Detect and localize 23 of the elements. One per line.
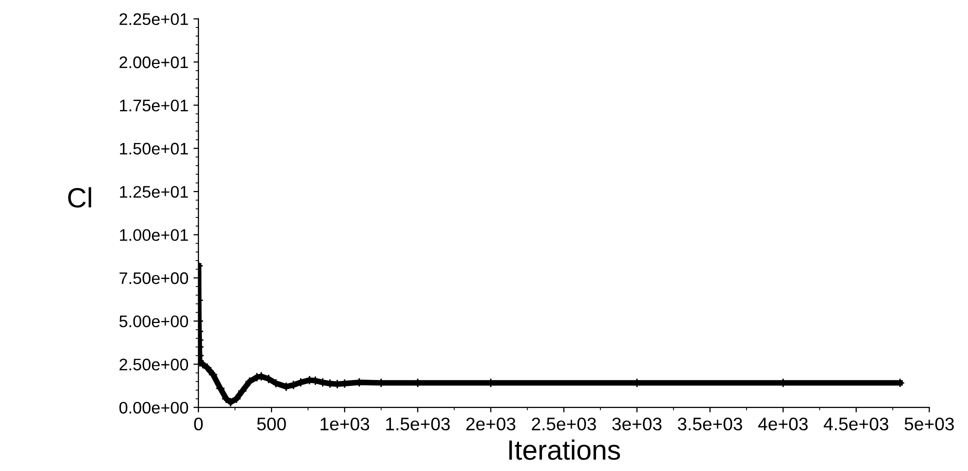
x-axis-title: Iterations bbox=[509, 440, 620, 460]
x-tick-label: 1e+03 bbox=[320, 418, 370, 430]
y-tick-label: 1.75e+01 bbox=[120, 100, 188, 112]
y-tick-label: 1.25e+01 bbox=[120, 186, 188, 198]
y-tick-label: 0.00e+00 bbox=[119, 402, 188, 414]
y-axis-title: Cl bbox=[68, 187, 92, 208]
x-tick-label: 2.5e+03 bbox=[532, 418, 596, 430]
x-tick-label: 4e+03 bbox=[758, 418, 808, 430]
y-tick-label: 5.00e+00 bbox=[119, 315, 188, 328]
x-tick-label: 3.5e+03 bbox=[678, 418, 742, 430]
x-tick-label: 5e+03 bbox=[904, 418, 954, 430]
y-tick-label: 1.50e+01 bbox=[120, 142, 188, 155]
y-tick-label: 2.25e+01 bbox=[120, 13, 188, 26]
y-tick-label: 2.50e+00 bbox=[120, 358, 188, 370]
x-tick-label: 500 bbox=[257, 418, 286, 430]
y-tick-label: 1.00e+01 bbox=[120, 229, 188, 241]
x-tick-label: 0 bbox=[194, 418, 203, 430]
x-tick-label: 1.5e+03 bbox=[386, 418, 450, 430]
x-tick-label: 2e+03 bbox=[466, 418, 516, 430]
x-tick-label: 4.5e+03 bbox=[824, 418, 888, 430]
y-tick-label: 7.50e+00 bbox=[120, 272, 188, 284]
y-tick-label: 2.00e+01 bbox=[120, 56, 188, 68]
x-tick-label: 3e+03 bbox=[612, 418, 662, 430]
